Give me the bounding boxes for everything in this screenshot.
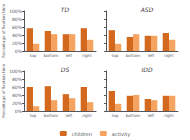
svg-text:0%: 0%	[15, 109, 23, 114]
svg-text:left: left	[148, 113, 155, 118]
svg-text:bottom: bottom	[44, 53, 59, 58]
svg-text:top: top	[30, 53, 37, 58]
svg-text:IDD: IDD	[141, 66, 152, 73]
svg-text:left: left	[148, 53, 155, 58]
svg-text:top: top	[112, 53, 119, 58]
svg-text:80%: 80%	[12, 17, 23, 22]
svg-text:40%: 40%	[12, 33, 23, 38]
svg-text:DS: DS	[61, 66, 70, 73]
svg-text:TD: TD	[61, 6, 70, 13]
svg-text:80%: 80%	[12, 77, 23, 82]
svg-text:left: left	[66, 113, 73, 118]
svg-text:right: right	[164, 53, 174, 58]
svg-text:bottom: bottom	[44, 113, 59, 118]
svg-text:100%: 100%	[9, 9, 23, 14]
svg-text:0%: 0%	[15, 49, 23, 54]
svg-text:100%: 100%	[9, 69, 23, 74]
svg-text:Percentage of fixation time: Percentage of fixation time	[1, 63, 6, 118]
svg-text:left: left	[66, 53, 73, 58]
svg-text:Percentage of fixation time: Percentage of fixation time	[1, 3, 6, 58]
svg-text:right: right	[164, 113, 174, 118]
svg-text:right: right	[82, 53, 92, 58]
svg-text:top: top	[30, 113, 37, 118]
svg-text:right: right	[82, 113, 92, 118]
svg-text:bottom: bottom	[126, 113, 141, 118]
svg-text:60%: 60%	[12, 85, 23, 90]
svg-text:bottom: bottom	[126, 53, 141, 58]
svg-text:20%: 20%	[12, 101, 23, 106]
svg-text:ASD: ASD	[140, 6, 154, 13]
svg-text:40%: 40%	[12, 93, 23, 98]
svg-text:children: children	[72, 131, 92, 137]
svg-text:top: top	[112, 113, 119, 118]
svg-text:60%: 60%	[12, 25, 23, 30]
svg-text:activity: activity	[112, 131, 130, 138]
svg-text:20%: 20%	[12, 41, 23, 46]
